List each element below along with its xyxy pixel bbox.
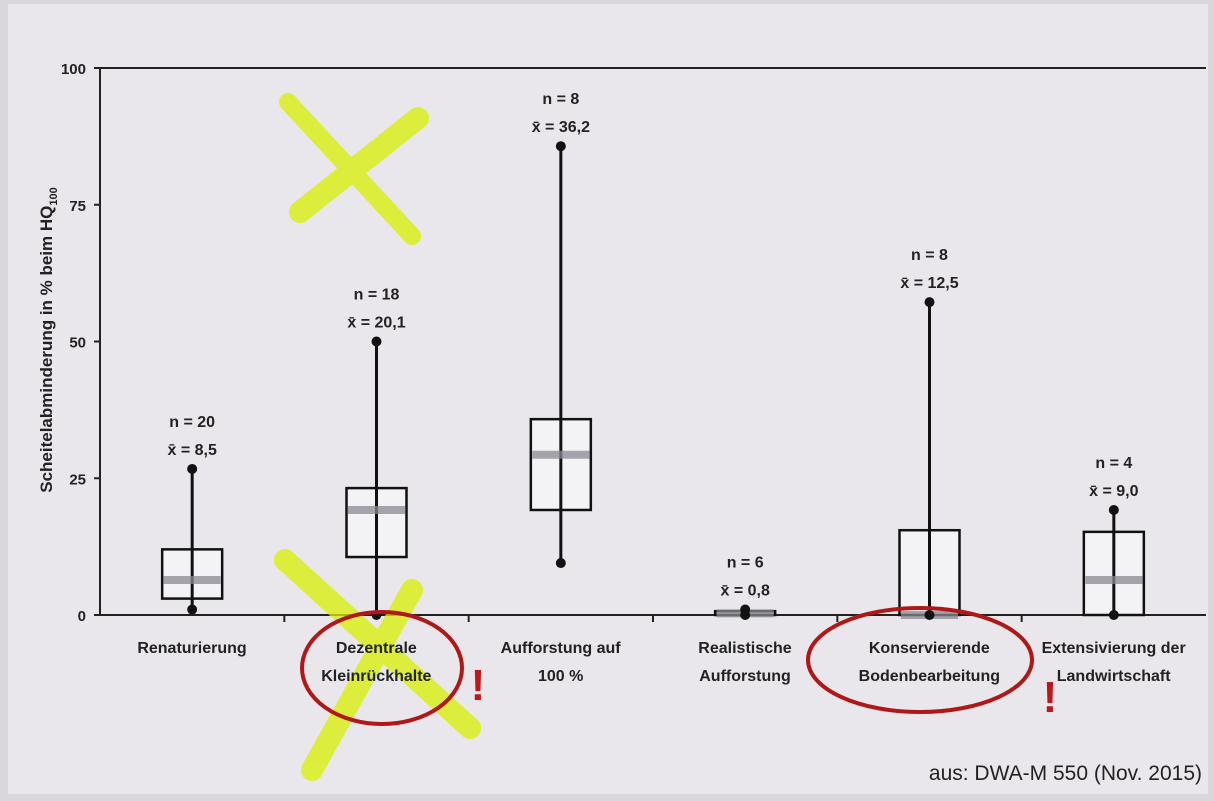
page: Scheitelabminderung in % beim HQ100 0255… [0, 0, 1214, 801]
x-tick-label: Realistische Aufforstung [653, 635, 837, 691]
n-label: n = 8 [542, 91, 579, 108]
y-tick-label: 25 [69, 471, 86, 488]
y-tick-label: 75 [69, 198, 86, 215]
mean-label: x̄ = 20,1 [347, 315, 405, 332]
x-tick-label: Aufforstung auf 100 % [469, 635, 653, 691]
source-note: aus: DWA-M 550 (Nov. 2015) [929, 762, 1202, 785]
y-tick-label: 50 [69, 335, 86, 352]
median [1085, 576, 1142, 584]
whisker-high-dot [372, 337, 382, 347]
whisker-high-dot [556, 141, 566, 151]
mean-label: x̄ = 0,8 [720, 583, 769, 600]
n-label: n = 8 [911, 247, 948, 264]
x-tick-label: Konservierende Bodenbearbeitung [837, 635, 1021, 691]
whisker-high-dot [1109, 505, 1119, 515]
mean-label: x̄ = 12,5 [900, 275, 958, 292]
whisker-high-dot [187, 464, 197, 474]
whisker-low-dot [740, 610, 750, 620]
median [164, 576, 221, 584]
x-tick-label: Extensivierung der Landwirtschaft [1022, 635, 1206, 691]
n-label: n = 6 [727, 555, 764, 572]
n-label: n = 18 [354, 287, 400, 304]
y-label-main: Scheitelabminderung in % beim HQ [37, 206, 56, 493]
y-tick-label: 0 [78, 608, 86, 625]
mean-label: x̄ = 8,5 [167, 442, 216, 459]
y-tick-label: 100 [61, 61, 86, 78]
y-label-subscript: 100 [48, 187, 60, 205]
x-tick-label: Dezentrale Kleinrückhalte [284, 635, 468, 691]
whisker-low-dot [1109, 610, 1119, 620]
mean-label: x̄ = 36,2 [532, 119, 590, 136]
whisker-low-dot [187, 605, 197, 615]
mean-label: x̄ = 9,0 [1089, 483, 1138, 500]
median [532, 451, 589, 459]
whisker-high-dot [925, 297, 935, 307]
n-label: n = 4 [1095, 455, 1132, 472]
whisker-low-dot [925, 610, 935, 620]
n-label: n = 20 [169, 414, 215, 431]
x-tick-label: Renaturierung [100, 635, 284, 663]
median [348, 506, 405, 514]
whisker-low-dot [556, 558, 566, 568]
